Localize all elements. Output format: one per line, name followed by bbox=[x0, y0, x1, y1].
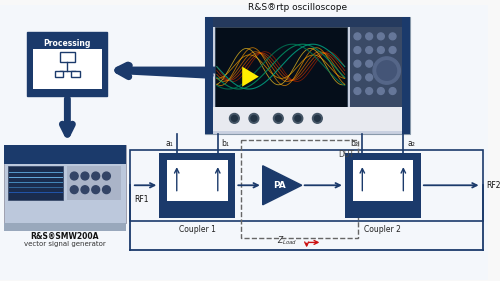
Bar bbox=[344, 153, 421, 218]
Polygon shape bbox=[242, 67, 259, 87]
Circle shape bbox=[81, 186, 89, 194]
Circle shape bbox=[378, 88, 384, 94]
Circle shape bbox=[314, 115, 320, 121]
Bar bbox=[28, 32, 108, 96]
Bar bbox=[167, 160, 228, 201]
Circle shape bbox=[389, 74, 396, 81]
Text: b₁: b₁ bbox=[222, 139, 230, 148]
Circle shape bbox=[295, 115, 301, 121]
Polygon shape bbox=[262, 166, 302, 205]
Bar bbox=[33, 49, 102, 89]
Circle shape bbox=[251, 115, 257, 121]
Circle shape bbox=[378, 33, 384, 40]
Circle shape bbox=[274, 114, 283, 123]
Text: R&S®rtp oscilloscope: R&S®rtp oscilloscope bbox=[248, 3, 348, 12]
Circle shape bbox=[373, 57, 400, 84]
Circle shape bbox=[354, 88, 361, 94]
Circle shape bbox=[293, 114, 302, 123]
Circle shape bbox=[232, 115, 237, 121]
Bar bbox=[205, 17, 410, 27]
Circle shape bbox=[70, 172, 78, 180]
Circle shape bbox=[102, 172, 110, 180]
Bar bbox=[215, 27, 346, 107]
Circle shape bbox=[366, 74, 372, 81]
Bar bbox=[350, 27, 403, 107]
Bar bbox=[352, 160, 413, 201]
Circle shape bbox=[389, 33, 396, 40]
Text: RF2: RF2 bbox=[486, 181, 500, 190]
Bar bbox=[205, 17, 410, 134]
Circle shape bbox=[366, 60, 372, 67]
Circle shape bbox=[389, 60, 396, 67]
Text: R&S®SMW200A: R&S®SMW200A bbox=[30, 232, 99, 241]
Text: vector signal generator: vector signal generator bbox=[24, 241, 106, 247]
Bar bbox=[205, 17, 213, 134]
Circle shape bbox=[70, 186, 78, 194]
Circle shape bbox=[230, 114, 239, 123]
Circle shape bbox=[378, 60, 384, 67]
Circle shape bbox=[81, 172, 89, 180]
Circle shape bbox=[378, 47, 384, 53]
Bar bbox=[4, 223, 126, 231]
Text: a₁: a₁ bbox=[165, 139, 173, 148]
Bar bbox=[60, 52, 75, 62]
Circle shape bbox=[389, 88, 396, 94]
Circle shape bbox=[102, 186, 110, 194]
Bar bbox=[54, 71, 64, 77]
Bar bbox=[159, 153, 236, 218]
Circle shape bbox=[377, 61, 396, 80]
Bar bbox=[241, 140, 358, 237]
Text: b₂: b₂ bbox=[350, 139, 358, 148]
Circle shape bbox=[366, 33, 372, 40]
Text: Processing: Processing bbox=[44, 39, 91, 48]
Circle shape bbox=[366, 47, 372, 53]
Bar bbox=[4, 145, 126, 223]
Circle shape bbox=[378, 74, 384, 81]
Text: Coupler 1: Coupler 1 bbox=[179, 225, 216, 234]
Circle shape bbox=[354, 47, 361, 53]
Bar bbox=[72, 71, 80, 77]
Text: RF1: RF1 bbox=[134, 195, 148, 204]
Circle shape bbox=[92, 186, 100, 194]
Text: $Z_{Load}$: $Z_{Load}$ bbox=[276, 234, 297, 247]
Circle shape bbox=[389, 47, 396, 53]
Bar bbox=[213, 107, 402, 131]
Bar bbox=[4, 145, 126, 164]
Text: DUT: DUT bbox=[338, 149, 354, 159]
Circle shape bbox=[354, 33, 361, 40]
Bar bbox=[130, 149, 484, 221]
Text: Coupler 2: Coupler 2 bbox=[364, 225, 402, 234]
Circle shape bbox=[92, 172, 100, 180]
Circle shape bbox=[354, 60, 361, 67]
Circle shape bbox=[312, 114, 322, 123]
Bar bbox=[8, 166, 62, 200]
Circle shape bbox=[366, 88, 372, 94]
Circle shape bbox=[249, 114, 259, 123]
Circle shape bbox=[354, 74, 361, 81]
Bar bbox=[68, 166, 121, 200]
Circle shape bbox=[276, 115, 281, 121]
Bar bbox=[402, 17, 410, 134]
Text: a₂: a₂ bbox=[407, 139, 415, 148]
Text: PA: PA bbox=[273, 181, 285, 190]
